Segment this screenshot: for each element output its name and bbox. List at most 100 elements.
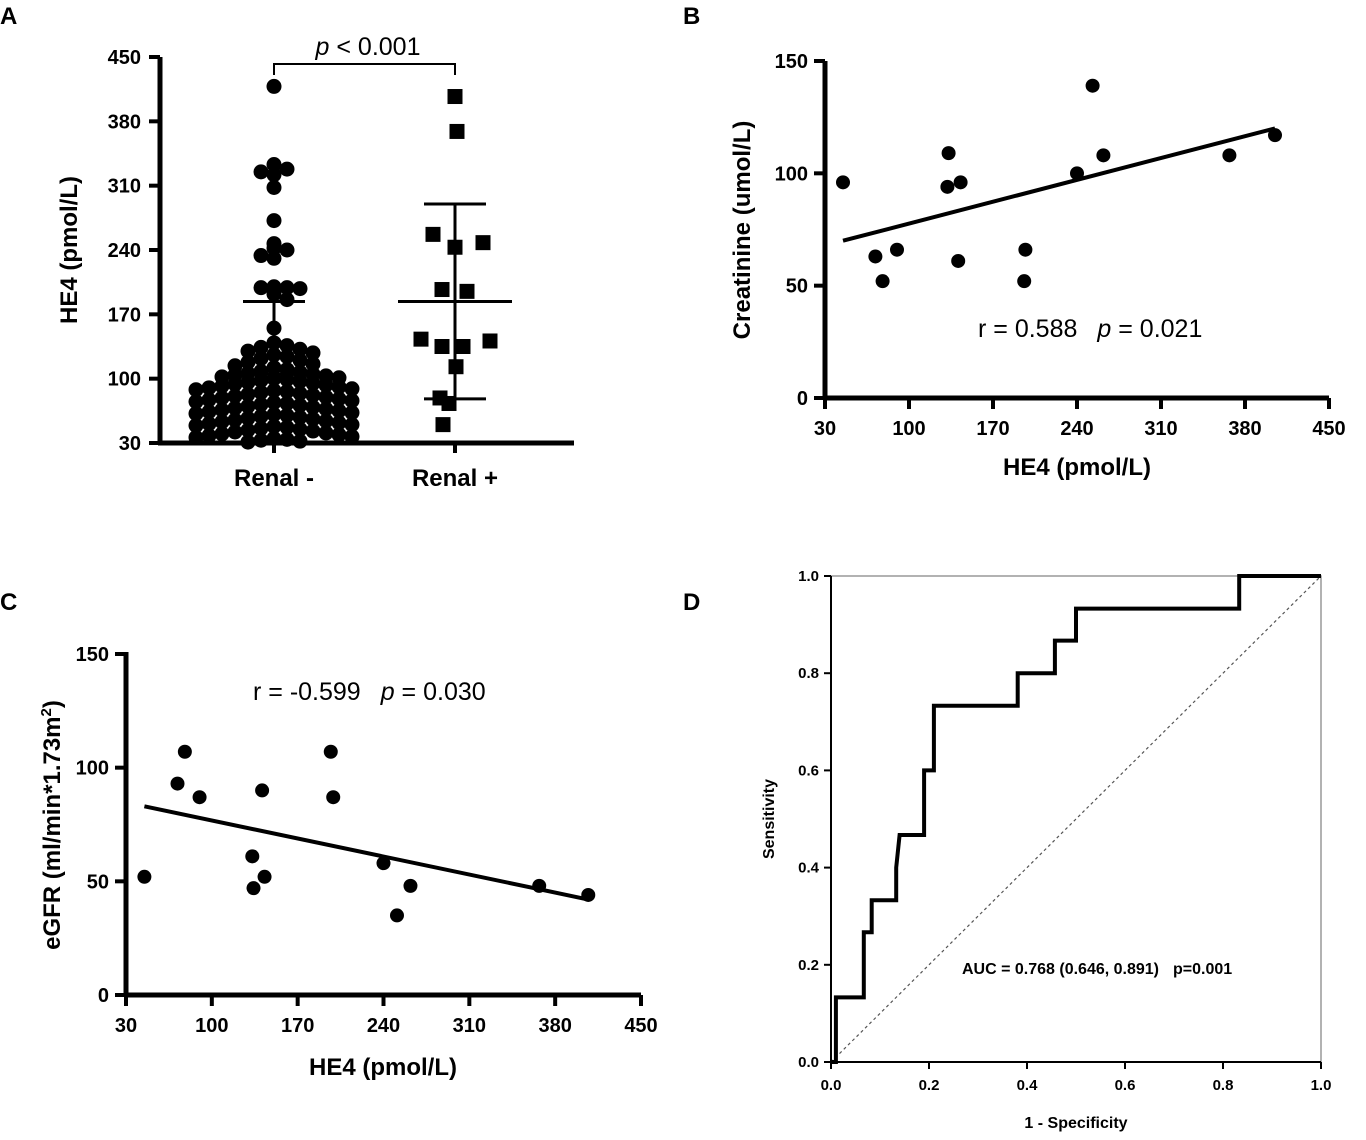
panel-b-x-tick-label-5: 380 bbox=[1228, 418, 1261, 440]
panel-b-x-tick-label-6: 450 bbox=[1312, 418, 1345, 440]
panel-a-renal-neg-point-73 bbox=[305, 399, 321, 415]
panel-a-renal-neg-point-91 bbox=[201, 416, 217, 432]
panel-c-point-3 bbox=[192, 790, 207, 805]
panel-a-renal-neg-point-93 bbox=[188, 418, 204, 434]
panel-a-chart: 450 380 310 240 170 100 30 Renal - Renal + HE4 … bbox=[56, 33, 574, 492]
panel-a-y-axis-title: HE4 (pmol/L) bbox=[56, 176, 83, 324]
panel-b-point-8 bbox=[1018, 242, 1033, 257]
panel-a-renal-neg-point-103 bbox=[331, 427, 347, 443]
panel-a-renal-neg-point-22 bbox=[292, 341, 308, 357]
panel-a-renal-neg-point-50 bbox=[214, 378, 230, 394]
panel-c-x-tick-label-4: 310 bbox=[453, 1015, 486, 1037]
panel-a-p-value: p < 0.001 bbox=[315, 33, 421, 61]
panel-a-renal-pos-point-14 bbox=[435, 417, 451, 433]
panel-a-category-label-0: Renal - bbox=[234, 465, 314, 492]
panel-a-renal-neg-point-23 bbox=[240, 343, 256, 359]
panel-a-renal-neg-point-28 bbox=[292, 352, 308, 368]
panel-a-renal-neg-point-102 bbox=[214, 426, 230, 442]
panel-c-x-tick-label-6: 450 bbox=[624, 1015, 657, 1037]
panel-b-chart: 150 100 50 0 30 100 170 240 310 380 450 HE4 (pmol… bbox=[729, 51, 1346, 481]
panel-d-auc-value: AUC = 0.768 (0.646, 0.891) bbox=[962, 961, 1159, 978]
panel-d-x-tick-label-5: 1.0 bbox=[1311, 1077, 1332, 1094]
panel-a-renal-neg-point-0 bbox=[266, 78, 282, 94]
panel-b-point-13 bbox=[1222, 148, 1237, 163]
panel-b-y-tick-label-3: 0 bbox=[797, 388, 808, 410]
panel-a-renal-neg-point-67 bbox=[188, 394, 204, 410]
panel-a-renal-neg-point-85 bbox=[240, 410, 256, 426]
panel-c-point-12 bbox=[403, 878, 418, 893]
panel-a-renal-neg-point-56 bbox=[279, 384, 295, 400]
panel-c-point-4 bbox=[245, 849, 260, 864]
panel-b-y-tick-label-0: 150 bbox=[775, 51, 808, 73]
panel-a-renal-neg-point-60 bbox=[305, 387, 321, 403]
panel-c-y-axis-title-main: eGFR (ml/min*1.73m bbox=[39, 716, 66, 949]
panel-c-point-5 bbox=[246, 881, 261, 896]
panel-b-y-tick-label-2: 50 bbox=[786, 276, 808, 298]
panel-label-d: D bbox=[683, 589, 700, 616]
panel-a-y-tick-label-1: 380 bbox=[108, 111, 141, 133]
panel-b-r-value: r = 0.588 bbox=[978, 315, 1077, 343]
panel-b-point-14 bbox=[1268, 128, 1282, 143]
panel-a-renal-neg-point-75 bbox=[318, 401, 334, 417]
panel-a-renal-neg-point-6 bbox=[266, 213, 282, 229]
panel-a-renal-neg-point-88 bbox=[318, 413, 334, 429]
panel-a-renal-neg-point-20 bbox=[279, 338, 295, 354]
panel-a-renal-pos-point-3 bbox=[475, 235, 491, 251]
panel-a-renal-neg-point-29 bbox=[240, 354, 256, 370]
panel-a-renal-neg-point-90 bbox=[331, 415, 347, 431]
panel-c-x-tick-label-1: 100 bbox=[195, 1015, 228, 1037]
panel-label-a: A bbox=[0, 3, 17, 30]
panel-d-x-axis-title: 1 - Specificity bbox=[1024, 1115, 1127, 1132]
panel-b-point-7 bbox=[951, 253, 966, 268]
panel-a-renal-neg-point-62 bbox=[318, 389, 334, 405]
panel-c-p-symbol: p bbox=[380, 678, 395, 706]
panel-b-p-symbol: p bbox=[1096, 315, 1111, 343]
panel-a-y-tick-label-2: 310 bbox=[108, 176, 141, 198]
panel-c-y-axis-title-sup: 2 bbox=[38, 708, 55, 716]
panel-a-renal-neg-point-96 bbox=[253, 420, 269, 436]
panel-a-renal-neg-point-106 bbox=[188, 429, 204, 445]
panel-a-renal-neg-point-65 bbox=[201, 392, 217, 408]
panel-b-x-tick-label-2: 170 bbox=[976, 418, 1009, 440]
panel-a-renal-neg-point-57 bbox=[253, 384, 269, 400]
panel-a-significance-bracket bbox=[273, 63, 456, 75]
panel-b-x-tick-label-0: 30 bbox=[814, 418, 836, 440]
panel-a-renal-pos-point-1 bbox=[449, 123, 465, 139]
panel-a-renal-neg-point-58 bbox=[292, 385, 308, 401]
panel-a-renal-neg-point-11 bbox=[253, 248, 269, 264]
panel-a-y-tick-label-6: 30 bbox=[119, 433, 141, 455]
panel-d-x-tick-label-2: 0.4 bbox=[1017, 1077, 1039, 1094]
panel-a-p-text: < 0.001 bbox=[329, 33, 420, 61]
panel-a-renal-neg-point-44 bbox=[253, 373, 269, 389]
panel-a-renal-neg-point-79 bbox=[344, 405, 360, 421]
panel-a-renal-neg-point-47 bbox=[305, 375, 321, 391]
panel-a-renal-neg-point-9 bbox=[279, 242, 295, 258]
panel-a-renal-neg-point-17 bbox=[279, 292, 295, 308]
panel-c-y-tick-label-3: 0 bbox=[98, 985, 109, 1007]
panel-d-roc-curve bbox=[831, 574, 1321, 1064]
panel-b-x-tick-label-3: 240 bbox=[1060, 418, 1093, 440]
panel-a-renal-neg-point-43 bbox=[279, 372, 295, 388]
panel-a-renal-neg-point-109 bbox=[253, 432, 269, 448]
panel-a-renal-neg-point-87 bbox=[227, 412, 243, 428]
panel-d-y-tick-label-5: 0.0 bbox=[798, 1054, 819, 1071]
panel-c-point-10 bbox=[376, 856, 391, 871]
panel-c-chart: 150 100 50 0 30 100 170 240 310 380 450 HE4 (pmol… bbox=[38, 644, 658, 1081]
panel-a-renal-neg-point-26 bbox=[279, 349, 295, 365]
panel-a-renal-pos-point-6 bbox=[459, 283, 475, 299]
panel-b-point-12 bbox=[1096, 148, 1111, 163]
panel-a-renal-neg-point-13 bbox=[279, 280, 295, 296]
panel-d-p-value: p=0.001 bbox=[1173, 961, 1232, 978]
panel-c-point-11 bbox=[389, 908, 404, 923]
panel-a-renal-neg-point-16 bbox=[266, 286, 282, 302]
panel-c-r-value: r = -0.599 bbox=[253, 678, 361, 706]
panel-b-point-4 bbox=[941, 146, 956, 161]
panel-a-renal-neg-point-4 bbox=[266, 167, 282, 183]
panel-b-point-6 bbox=[953, 175, 968, 190]
panel-a-renal-neg-point-59 bbox=[240, 386, 256, 402]
panel-a-renal-neg-point-15 bbox=[292, 281, 308, 297]
panel-a-renal-pos-point-7 bbox=[413, 331, 429, 347]
panel-label-c: C bbox=[0, 589, 17, 616]
panel-b-point-10 bbox=[1070, 166, 1084, 181]
panel-a-renal-neg-point-76 bbox=[214, 402, 230, 418]
